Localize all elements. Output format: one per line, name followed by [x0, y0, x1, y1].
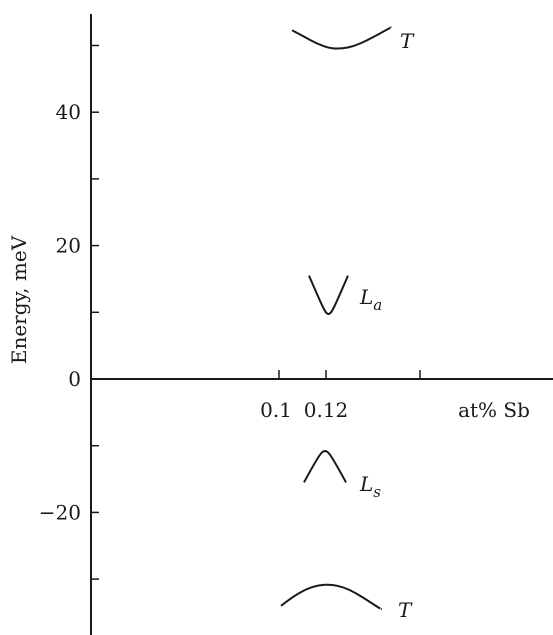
y-axis-title: Energy, meV: [7, 235, 31, 364]
y-tick-label: 0: [68, 367, 81, 391]
x-axis-unit-label: at% Sb: [458, 398, 530, 422]
band-curve-l-s-2: [303, 450, 347, 483]
band-label: Ls: [359, 472, 381, 501]
band-curves: [280, 26, 392, 611]
band-labels: T La Ls T: [359, 29, 415, 622]
band-label: T: [398, 598, 413, 622]
band-curve-l-a-1: [308, 275, 349, 315]
band-curve-t-3: [280, 583, 383, 611]
x-tick-label: 0.12: [304, 398, 349, 422]
y-tick-label: 40: [56, 100, 81, 124]
band-label: T: [400, 29, 415, 53]
band-label-subscript: a: [373, 296, 382, 314]
band-label-subscript: s: [373, 483, 381, 501]
y-tick-label: 20: [56, 234, 81, 258]
x-tick-label: 0.1: [260, 398, 292, 422]
tick-labels: −20 0 20 40 0.1 0.12 at% Sb: [39, 100, 530, 524]
y-tick-label: −20: [39, 500, 81, 524]
axes: [90, 14, 553, 635]
tick-marks: [91, 44, 421, 580]
band-curve-t-0: [291, 26, 392, 50]
band-label: La: [359, 285, 382, 314]
